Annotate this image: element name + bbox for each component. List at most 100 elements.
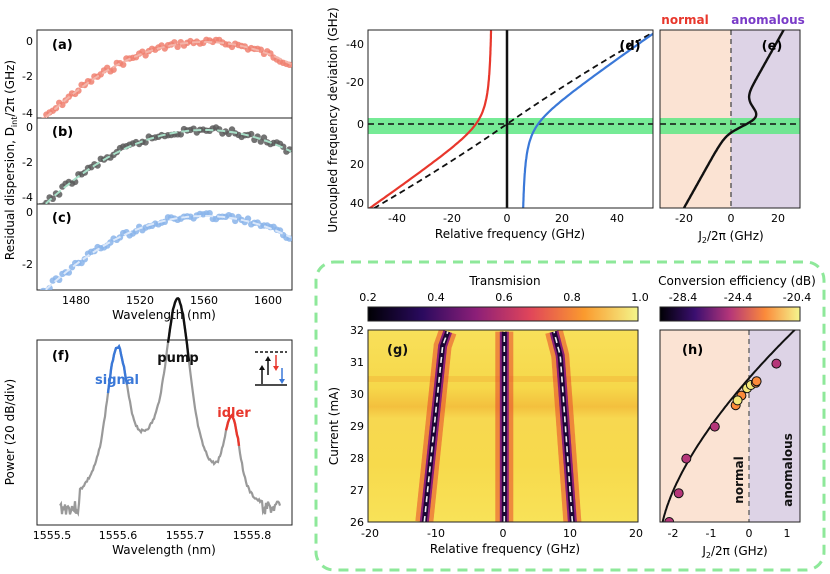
ytick-g-31: 31 [350,356,364,369]
h-cbar-tick-0: -28.4 [669,291,697,304]
panel-label-c: (c) [52,211,72,226]
panel-f: (f) signal pump idler 1555.5 1555.6 1555… [3,296,293,557]
xtick-g-0: -20 [361,527,379,540]
abc-ylabel: Residual dispersion, Dint/2π (GHz) [3,60,19,260]
xtick-f-3: 1555.8 [233,529,272,542]
g-cbar-tick-1: 0.4 [427,291,445,304]
d-ylabel: Uncoupled frequency deviation (GHz) [326,7,340,232]
panel-label-b: (b) [52,125,73,140]
pump-label: pump [157,351,198,366]
xtick-d-4: 40 [610,212,624,225]
panel-a-point [110,66,117,73]
ytick-g-28: 28 [350,452,364,465]
h-colorbar [659,306,801,322]
xtick-abc-1480: 1480 [62,294,90,307]
panel-e-frame [659,29,801,209]
panel-b-point [49,195,56,202]
ytick-d-4: 40 [350,197,364,210]
ytick-g-27: 27 [350,484,364,497]
panel-d-frame [367,29,654,209]
panel-g: Transmision 0.2 0.4 0.6 0.8 1.0 (g) 32 3… [327,274,649,556]
g-cbar-tick-2: 0.6 [495,291,513,304]
panel-c-point [37,292,43,298]
ytick-a-2: -4 [22,107,33,120]
h-data-point [751,376,762,387]
xtick-abc-1520: 1520 [126,294,154,307]
panel-label-d: (d) [619,39,640,54]
panel-b-point [177,131,184,138]
g-colorbar-title: Transmision [468,274,540,288]
ytick-d-2: 0 [357,118,364,131]
panel-label-h: (h) [682,343,703,358]
e-normal-label: normal [661,13,708,27]
panel-h-frame [659,329,801,523]
h-data-point [681,453,692,464]
xtick-e-2: 20 [771,212,785,225]
panel-b-fit [43,129,292,204]
h-normal-region [660,330,749,522]
panel-label-e: (e) [762,39,783,54]
xtick-d-0: -40 [388,212,406,225]
energy-level-icon [255,351,287,386]
panel-a-data [37,36,292,126]
xtick-d-2: 0 [504,212,511,225]
panel-a-frame [36,29,293,119]
h-normal-label: normal [732,456,746,503]
ytick-c-0: 0 [26,206,33,219]
panel-b-point [280,143,287,150]
g-band-fit-left [423,331,449,522]
panel-a-fit [43,41,292,118]
panel-c-point [206,210,213,217]
h-cbar-tick-2: -20.4 [783,291,811,304]
xtick-g-3: 10 [563,527,577,540]
signal-peak [106,343,129,394]
d-blue-branch [522,32,653,208]
ytick-c-1: -2 [22,258,33,271]
panel-c-fit [43,215,292,290]
panel-h: Conversion efficiency (dB) -28.4 -24.4 -… [658,274,816,560]
d-dashed-line [372,31,653,208]
panel-b-frame [36,117,293,205]
g-ylabel: Current (mA) [327,387,341,465]
abc-xlabel: Wavelength (nm) [112,308,216,322]
xtick-e-1: 0 [728,212,735,225]
highlight-box [314,260,826,572]
g-xlabel: Relative frequency (GHz) [430,542,580,556]
e-green-band [660,118,800,134]
h-data-point [664,517,675,522]
idler-label: idler [217,406,251,421]
panel-a-point [41,117,46,118]
xtick-g-2: 0 [500,527,507,540]
d-green-band [368,118,653,134]
xtick-h-3: 1 [784,527,791,540]
panel-label-f: (f) [52,349,70,364]
xtick-d-1: -20 [443,212,461,225]
panel-b-point [260,134,268,141]
e-anomalous-label: anomalous [731,13,805,27]
panel-e: normal anomalous (e) -20 0 20 J2/2π (GHz… [659,13,805,245]
f-ylabel: Power (20 dB/div) [3,379,17,486]
h-anomalous-label: anomalous [781,433,795,507]
ytick-g-30: 30 [350,388,364,401]
g-cbar-tick-3: 0.8 [563,291,581,304]
h-cbar-tick-1: -24.4 [724,291,752,304]
ytick-a-0: 0 [26,35,33,48]
g-band-fit-right [553,331,574,522]
xtick-h-0: -2 [668,527,679,540]
panel-g-frame [367,329,639,523]
xtick-g-1: -10 [427,527,445,540]
e-xlabel: J2/2π (GHz) [697,229,763,245]
panel-d: (d) -40 -20 0 20 40 -40 -20 0 20 40 Rela… [326,7,654,241]
xtick-abc-1560: 1560 [190,294,218,307]
panel-a-point [59,101,66,109]
pump-peak [166,296,191,362]
h-data-point [709,421,720,432]
f-xlabel: Wavelength (nm) [112,543,216,557]
xtick-h-2: 0 [746,527,753,540]
signal-label: signal [95,373,139,388]
panel-a-point [37,120,43,126]
panel-b-point [142,139,149,146]
panel-c-frame [36,203,293,291]
e-dispersion-curve [682,30,786,208]
